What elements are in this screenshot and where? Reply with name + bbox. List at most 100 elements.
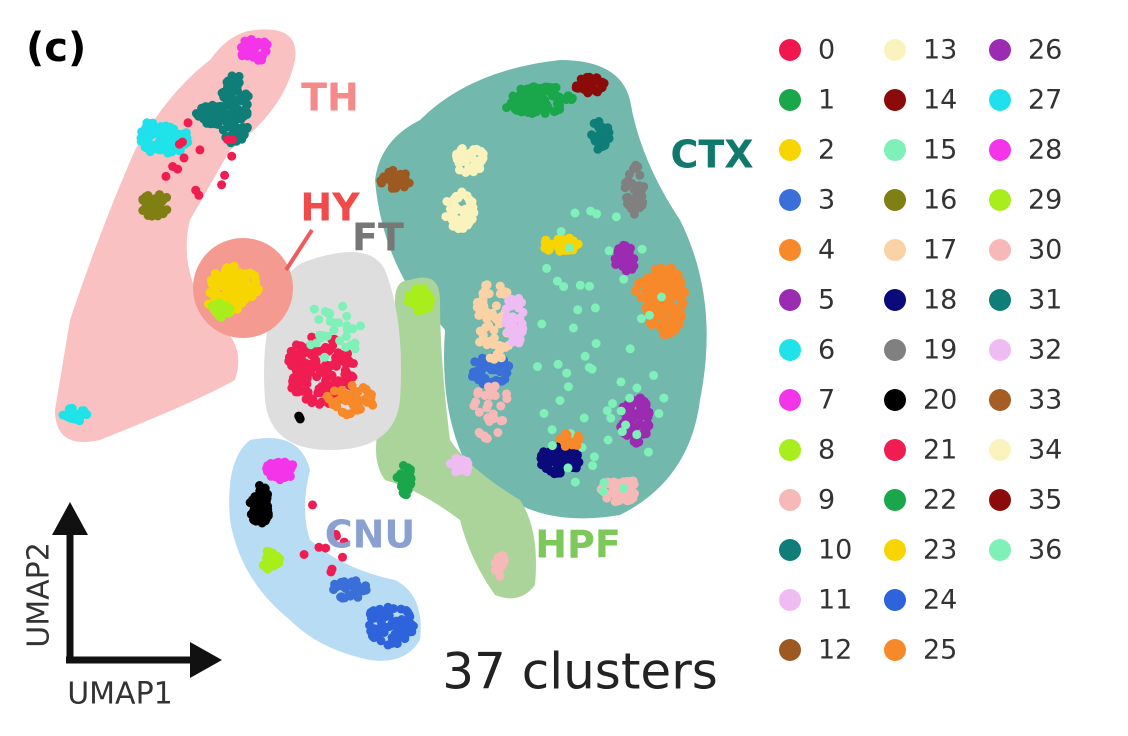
cell-point <box>450 195 460 204</box>
legend-entry: 33 <box>989 385 1062 416</box>
cell-point <box>496 401 506 411</box>
cell-point <box>227 135 237 145</box>
cell-point <box>396 169 405 179</box>
cell-point <box>634 201 644 211</box>
legend-swatch <box>779 339 801 361</box>
cell-point <box>246 39 256 49</box>
cell-point <box>479 290 489 300</box>
cell-point <box>236 280 246 290</box>
cell-point <box>573 457 583 467</box>
cell-point <box>567 93 577 103</box>
legend-entry: 20 <box>884 385 957 416</box>
cell-point <box>399 179 409 189</box>
cell-point <box>349 401 358 410</box>
cell-point <box>421 289 431 299</box>
legend-entry: 28 <box>989 135 1062 166</box>
cell-point <box>616 406 626 416</box>
cell-point <box>379 626 389 635</box>
legend-label: 35 <box>1028 485 1062 516</box>
cell-point <box>148 209 158 219</box>
legend-swatch <box>989 189 1011 211</box>
legend-swatch <box>989 489 1011 511</box>
region-label: TH <box>301 76 359 120</box>
cell-point <box>225 304 235 314</box>
cell-point <box>642 419 652 429</box>
legend-swatch <box>779 189 801 211</box>
region-cnu <box>229 438 421 661</box>
cell-point <box>617 427 627 437</box>
cell-point <box>391 181 401 191</box>
legend-swatch <box>884 439 906 461</box>
cell-point <box>248 500 258 510</box>
cell-point <box>478 334 488 344</box>
cell-point <box>253 491 263 501</box>
legend-label: 22 <box>923 485 957 516</box>
cell-point <box>602 126 612 136</box>
cell-point <box>460 217 470 227</box>
cell-point <box>308 500 317 510</box>
cell-point <box>215 103 225 113</box>
cell-point <box>446 459 456 469</box>
cell-point <box>496 416 506 426</box>
cell-point <box>394 622 404 632</box>
legend-swatch <box>989 439 1011 461</box>
legend-label: 5 <box>818 285 835 316</box>
cell-point <box>594 132 604 142</box>
cell-point <box>151 125 161 135</box>
cell-point <box>602 493 612 503</box>
cell-point <box>342 325 352 335</box>
cell-point <box>637 400 647 410</box>
legend-swatch <box>884 489 906 511</box>
cell-point <box>488 365 498 375</box>
legend-swatch <box>884 539 906 561</box>
cell-point <box>547 425 557 435</box>
x-axis-label: UMAP1 <box>67 677 173 712</box>
cell-point <box>645 280 655 290</box>
cell-point <box>296 378 306 388</box>
legend-entry: 21 <box>884 435 957 466</box>
cell-point <box>632 430 642 440</box>
cell-point <box>406 479 416 489</box>
cell-point <box>593 144 603 154</box>
cell-point <box>411 296 421 306</box>
cell-point <box>566 449 576 459</box>
cell-point <box>675 308 685 318</box>
legend-entry: 27 <box>989 85 1062 116</box>
cell-point <box>620 260 630 270</box>
legend-swatch <box>779 239 801 261</box>
cell-point <box>570 437 580 446</box>
cell-point <box>589 452 599 462</box>
cell-point <box>519 103 529 113</box>
legend-label: 16 <box>923 185 957 216</box>
cell-point <box>583 88 593 98</box>
cell-point <box>223 76 233 86</box>
cell-point <box>405 467 415 477</box>
cell-point <box>383 602 393 612</box>
cell-point <box>634 437 644 447</box>
cell-point <box>263 467 272 477</box>
cell-point <box>455 165 464 175</box>
legend-swatch <box>779 139 801 161</box>
cell-point <box>616 377 626 387</box>
cell-point <box>611 212 621 222</box>
cell-point <box>291 340 301 350</box>
cell-point <box>308 359 318 369</box>
cell-point <box>456 145 466 155</box>
cell-point <box>401 490 411 500</box>
cell-point <box>344 391 354 401</box>
cell-point <box>491 301 501 311</box>
cell-point <box>294 411 304 421</box>
cell-point <box>636 314 646 324</box>
legend-entry: 15 <box>884 135 957 166</box>
cell-point <box>205 102 215 112</box>
cell-point <box>473 387 483 397</box>
cell-point <box>314 315 324 324</box>
cell-point <box>321 543 331 553</box>
legend-entry: 7 <box>779 385 835 416</box>
cell-point <box>543 241 553 251</box>
cell-point <box>657 292 666 302</box>
cell-point <box>174 146 184 156</box>
cell-point <box>318 331 328 341</box>
cell-point <box>547 441 557 451</box>
